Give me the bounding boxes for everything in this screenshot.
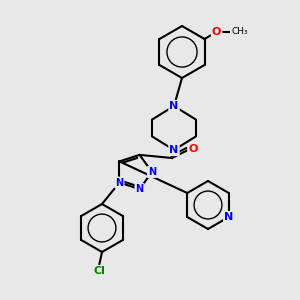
- Text: N: N: [136, 184, 144, 194]
- Text: N: N: [116, 178, 124, 188]
- Text: CH₃: CH₃: [232, 28, 248, 37]
- Text: N: N: [169, 101, 178, 111]
- Text: N: N: [148, 167, 156, 177]
- Text: O: O: [188, 144, 198, 154]
- Text: O: O: [212, 27, 221, 37]
- Text: N: N: [224, 212, 233, 222]
- Text: N: N: [169, 145, 178, 155]
- Text: Cl: Cl: [93, 266, 105, 276]
